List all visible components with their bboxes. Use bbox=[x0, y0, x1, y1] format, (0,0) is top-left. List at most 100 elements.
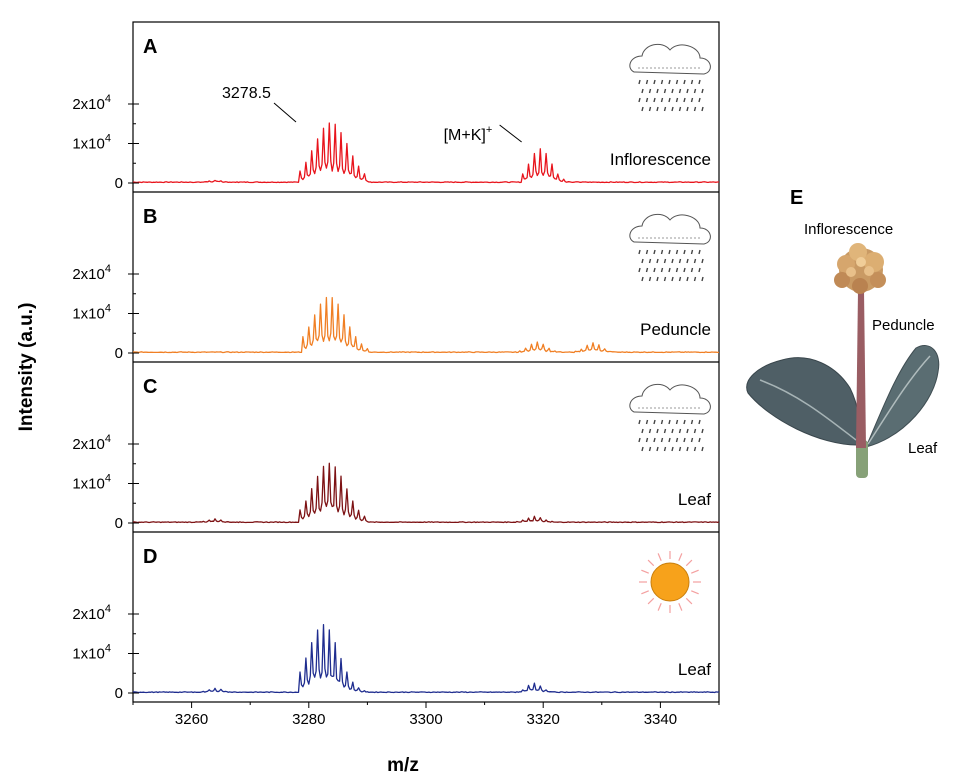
rain-drop bbox=[653, 249, 656, 255]
rain-drop bbox=[641, 106, 644, 112]
rain-drop bbox=[660, 267, 664, 273]
rain-drop bbox=[683, 267, 686, 273]
x-tick-label: 3280 bbox=[292, 711, 325, 728]
rain-drop bbox=[698, 249, 701, 255]
weather-icons bbox=[629, 43, 711, 613]
rain-drop bbox=[690, 419, 694, 425]
rain-drop bbox=[683, 437, 686, 443]
rain-drop bbox=[683, 419, 686, 425]
rain-drop bbox=[641, 258, 644, 264]
rain-drop bbox=[693, 428, 697, 434]
sun-ray bbox=[647, 597, 655, 605]
x-tick-label: 3340 bbox=[644, 711, 677, 728]
rain-drop bbox=[663, 428, 667, 434]
peak-annotation-leader bbox=[273, 102, 297, 123]
plant-label-peduncle: Peduncle bbox=[872, 317, 935, 334]
spectrum-traces bbox=[132, 122, 720, 694]
sun-ray bbox=[647, 559, 655, 567]
rain-drop bbox=[641, 88, 644, 94]
rain-drop bbox=[690, 267, 694, 273]
rain-drop bbox=[693, 88, 697, 94]
rain-drop bbox=[675, 437, 679, 443]
rain-drop bbox=[701, 88, 704, 94]
y-tick-label: 0 bbox=[115, 175, 123, 192]
rain-drop bbox=[693, 446, 697, 452]
rain-drop bbox=[638, 419, 641, 425]
rain-drop bbox=[660, 419, 664, 425]
rain-drop bbox=[653, 97, 656, 103]
panel-letter-d: D bbox=[143, 546, 157, 568]
rain-cloud-shape bbox=[629, 383, 711, 415]
rain-drop bbox=[701, 446, 704, 452]
rain-drop bbox=[675, 267, 679, 273]
rain-drop bbox=[638, 267, 641, 273]
rain-drop bbox=[656, 258, 659, 264]
rain-drop bbox=[686, 88, 689, 94]
rain-drop bbox=[648, 88, 652, 94]
y-tick-label: 2x104 bbox=[72, 603, 111, 623]
sun-ray bbox=[641, 590, 649, 595]
right-leaf-shape bbox=[865, 345, 940, 448]
rain-drop bbox=[690, 249, 694, 255]
rain-drop bbox=[653, 79, 656, 85]
rain-drop bbox=[656, 428, 659, 434]
text-labels: A Inflorescence 3278.5 [M+K]+ B Peduncle C Leaf… bbox=[143, 36, 711, 679]
rain-drop bbox=[660, 437, 664, 443]
rain-drop bbox=[678, 258, 682, 264]
rain-drop bbox=[656, 446, 659, 452]
rain-drop bbox=[683, 79, 686, 85]
sun-ray bbox=[691, 569, 699, 574]
rain-drop bbox=[686, 446, 689, 452]
rain-drop bbox=[648, 446, 652, 452]
rain-drop bbox=[675, 97, 679, 103]
rain-drop bbox=[648, 428, 652, 434]
y-tick-label: 1x104 bbox=[72, 303, 111, 323]
rain-drop bbox=[668, 249, 671, 255]
x-tick-label: 3260 bbox=[175, 711, 208, 728]
rain-drop bbox=[686, 428, 689, 434]
plant-label-inflorescence: Inflorescence bbox=[804, 221, 893, 238]
spectrum-trace-c bbox=[132, 462, 720, 524]
rain-drop bbox=[645, 97, 649, 103]
rain-drop bbox=[638, 249, 641, 255]
panel-letter-b: B bbox=[143, 206, 157, 228]
rain-drop bbox=[656, 88, 659, 94]
rain-drop bbox=[675, 249, 679, 255]
rain-drop bbox=[701, 428, 704, 434]
sun-ray bbox=[657, 603, 662, 611]
rain-drop bbox=[668, 267, 671, 273]
y-tick-label: 0 bbox=[115, 345, 123, 362]
rain-drop bbox=[660, 97, 664, 103]
rain-drop bbox=[678, 88, 682, 94]
rain-drop bbox=[690, 79, 694, 85]
rain-drop bbox=[645, 267, 649, 273]
rain-drop bbox=[678, 106, 682, 112]
rain-cloud-icon bbox=[629, 43, 711, 112]
adduct-annotation-leader bbox=[499, 124, 522, 143]
rain-drop bbox=[683, 97, 686, 103]
plant-illustration: E Inflorescence Peduncle Leaf bbox=[746, 187, 940, 478]
sun-ray bbox=[678, 603, 683, 611]
spectrum-trace-b bbox=[132, 296, 719, 354]
rain-cloud-icon bbox=[629, 213, 711, 282]
y-tick-label: 2x104 bbox=[72, 93, 111, 113]
organ-label: Inflorescence bbox=[610, 150, 711, 169]
organ-label: Leaf bbox=[678, 490, 711, 509]
rain-drop bbox=[693, 106, 697, 112]
organ-label: Peduncle bbox=[640, 320, 711, 339]
rain-drop bbox=[690, 97, 694, 103]
sun-ray bbox=[685, 597, 693, 605]
rain-drop bbox=[698, 267, 701, 273]
rain-drop bbox=[663, 258, 667, 264]
x-tick-label: 3300 bbox=[409, 711, 442, 728]
rain-drop bbox=[645, 249, 649, 255]
rain-drop bbox=[668, 97, 671, 103]
axis-ticks: 3260 3280 3300 3320 3340 0 1x104 2x104 0 1x104 2x1… bbox=[72, 93, 720, 728]
rain-drop bbox=[671, 276, 674, 282]
rain-drop bbox=[663, 446, 667, 452]
sun-ray bbox=[691, 590, 699, 595]
rain-drop bbox=[683, 249, 686, 255]
rain-cloud-shape bbox=[629, 43, 711, 75]
organ-label: Leaf bbox=[678, 660, 711, 679]
